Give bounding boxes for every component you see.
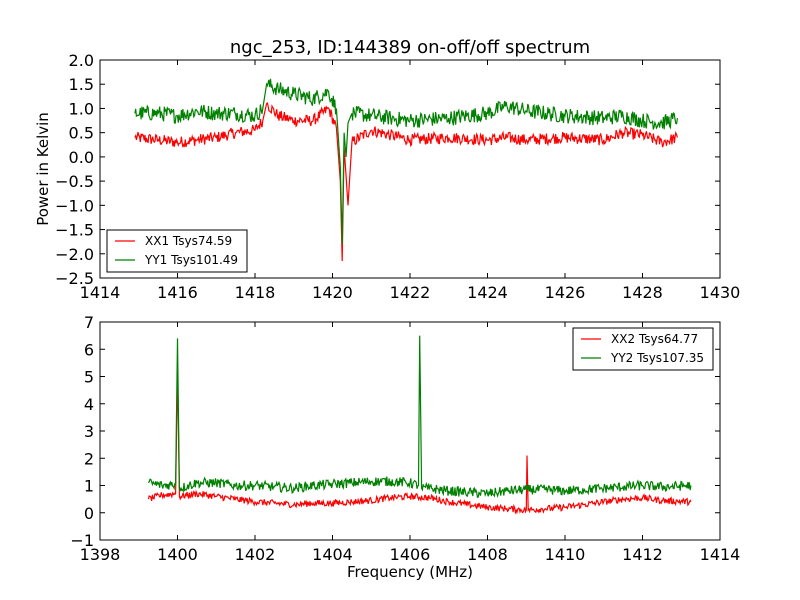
y-tick-label: 1.5 [69, 75, 94, 94]
bottom-legend-box [572, 327, 714, 371]
top-legend-box [106, 229, 248, 273]
x-tick-label: 1416 [157, 283, 198, 302]
series-line-xx2 [147, 368, 692, 515]
bottom-axes-ticks: 1398 1400 1402 1404 1406 1408 1410 1412 1414 −1 0 1… [70, 313, 740, 564]
y-tick-label: −0.5 [55, 172, 94, 191]
x-tick-label: 1430 [700, 283, 741, 302]
x-tick-label: 1400 [157, 545, 198, 564]
y-tick-label: 0.0 [69, 148, 94, 167]
bottom-legend: XX2 Tsys64.77 YY2 Tsys107.35 [572, 327, 714, 371]
y-tick-label: 5 [84, 368, 94, 387]
top-plot-lines [134, 78, 678, 262]
x-tick-label: 1412 [622, 545, 663, 564]
top-axes-ticks: 1414 1416 1418 1420 1422 1424 1426 1428 1430 −2.5… [55, 51, 740, 302]
x-tick-label: 1424 [467, 283, 508, 302]
y-axis-label: Power in Kelvin [34, 112, 52, 226]
y-tick-label: −2.0 [55, 245, 94, 264]
y-tick-label: 1 [84, 477, 94, 496]
top-panel: ngc_253, ID:144389 on-off/off spectrum 1… [34, 37, 740, 302]
series-line-yy2 [147, 335, 692, 498]
bottom-panel: 1398 1400 1402 1404 1406 1408 1410 1412 1414 −1 0 1… [70, 313, 740, 581]
x-tick-label: 1402 [235, 545, 276, 564]
x-tick-label: 1410 [545, 545, 586, 564]
x-tick-label: 1414 [700, 545, 741, 564]
legend-label-xx1: XX1 Tsys74.59 [145, 234, 232, 248]
y-tick-label: −1.5 [55, 221, 94, 240]
x-axis-label: Frequency (MHz) [347, 563, 473, 581]
legend-label-xx2: XX2 Tsys64.77 [611, 332, 698, 346]
x-tick-label: 1398 [80, 545, 121, 564]
x-tick-label: 1414 [80, 283, 121, 302]
bottom-plot-lines [147, 335, 692, 515]
y-tick-label: −1.0 [55, 196, 94, 215]
x-tick-label: 1406 [390, 545, 431, 564]
x-tick-label: 1422 [390, 283, 431, 302]
y-tick-label: −2.5 [55, 269, 94, 288]
series-line-xx1 [134, 102, 678, 262]
y-tick-label: 2.0 [69, 51, 94, 70]
series-line-yy1 [134, 78, 678, 245]
x-tick-label: 1426 [545, 283, 586, 302]
x-tick-label: 1428 [622, 283, 663, 302]
y-tick-label: 1.0 [69, 99, 94, 118]
y-tick-label: 7 [84, 313, 94, 332]
y-tick-label: −1 [70, 531, 94, 550]
chart-title: ngc_253, ID:144389 on-off/off spectrum [230, 37, 590, 58]
y-tick-label: 0 [84, 504, 94, 523]
top-legend: XX1 Tsys74.59 YY1 Tsys101.49 [106, 229, 248, 273]
x-tick-label: 1404 [312, 545, 353, 564]
y-tick-label: 6 [84, 340, 94, 359]
y-tick-label: 2 [84, 449, 94, 468]
y-tick-label: 4 [84, 395, 94, 414]
y-tick-label: 3 [84, 422, 94, 441]
x-tick-label: 1418 [235, 283, 276, 302]
legend-label-yy2: YY2 Tsys107.35 [610, 351, 704, 365]
legend-label-yy1: YY1 Tsys101.49 [144, 253, 238, 267]
x-tick-label: 1408 [467, 545, 508, 564]
x-tick-label: 1420 [312, 283, 353, 302]
y-tick-label: 0.5 [69, 124, 94, 143]
